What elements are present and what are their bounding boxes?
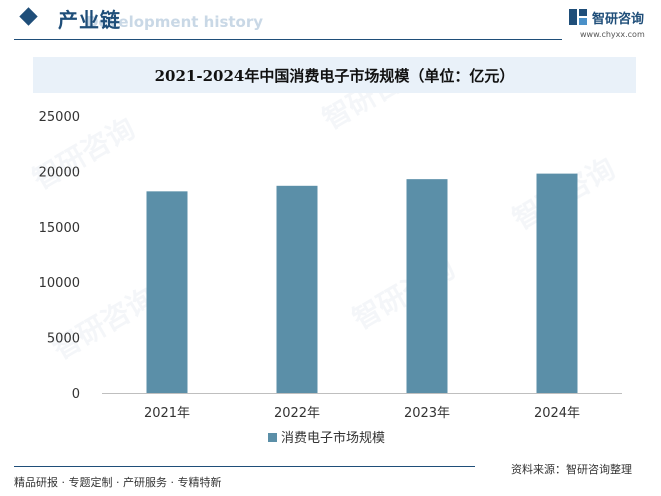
y-tick-label: 15000: [39, 221, 80, 236]
brand-url: www.chyxx.com: [580, 30, 645, 39]
y-tick-label: 20000: [39, 165, 80, 180]
x-tick-label: 2023年: [404, 406, 450, 421]
section-title: 产业链: [58, 8, 121, 32]
x-tick-label: 2022年: [274, 406, 320, 421]
section-subtitle: Development history: [86, 13, 264, 31]
bar: [276, 185, 318, 393]
legend-swatch: [268, 433, 277, 442]
legend-label: 消费电子市场规模: [281, 430, 385, 446]
footer-divider: [14, 466, 475, 467]
chart-title-band: [33, 57, 636, 93]
brand-logo-icon: [569, 9, 587, 25]
y-tick-label: 10000: [39, 276, 80, 291]
bar: [536, 173, 578, 393]
y-tick-label: 0: [72, 387, 80, 402]
header-divider: [14, 39, 562, 40]
x-tick-label: 2021年: [144, 406, 190, 421]
x-tick-label: 2024年: [534, 406, 580, 421]
y-tick-label: 25000: [39, 110, 80, 125]
header: Development history 产业链 智研咨询 www.chyxx.c…: [0, 0, 661, 44]
chart-title: 2021-2024年中国消费电子市场规模（单位：亿元）: [154, 67, 515, 85]
footer-source: 资料来源：智研咨询整理: [511, 463, 632, 476]
footer-tagline: 精品研报 · 专题定制 · 产研服务 · 专精特新: [14, 476, 222, 489]
bar: [146, 191, 188, 393]
y-tick-label: 5000: [47, 332, 80, 347]
brand-name: 智研咨询: [592, 12, 645, 27]
bar: [406, 179, 448, 393]
